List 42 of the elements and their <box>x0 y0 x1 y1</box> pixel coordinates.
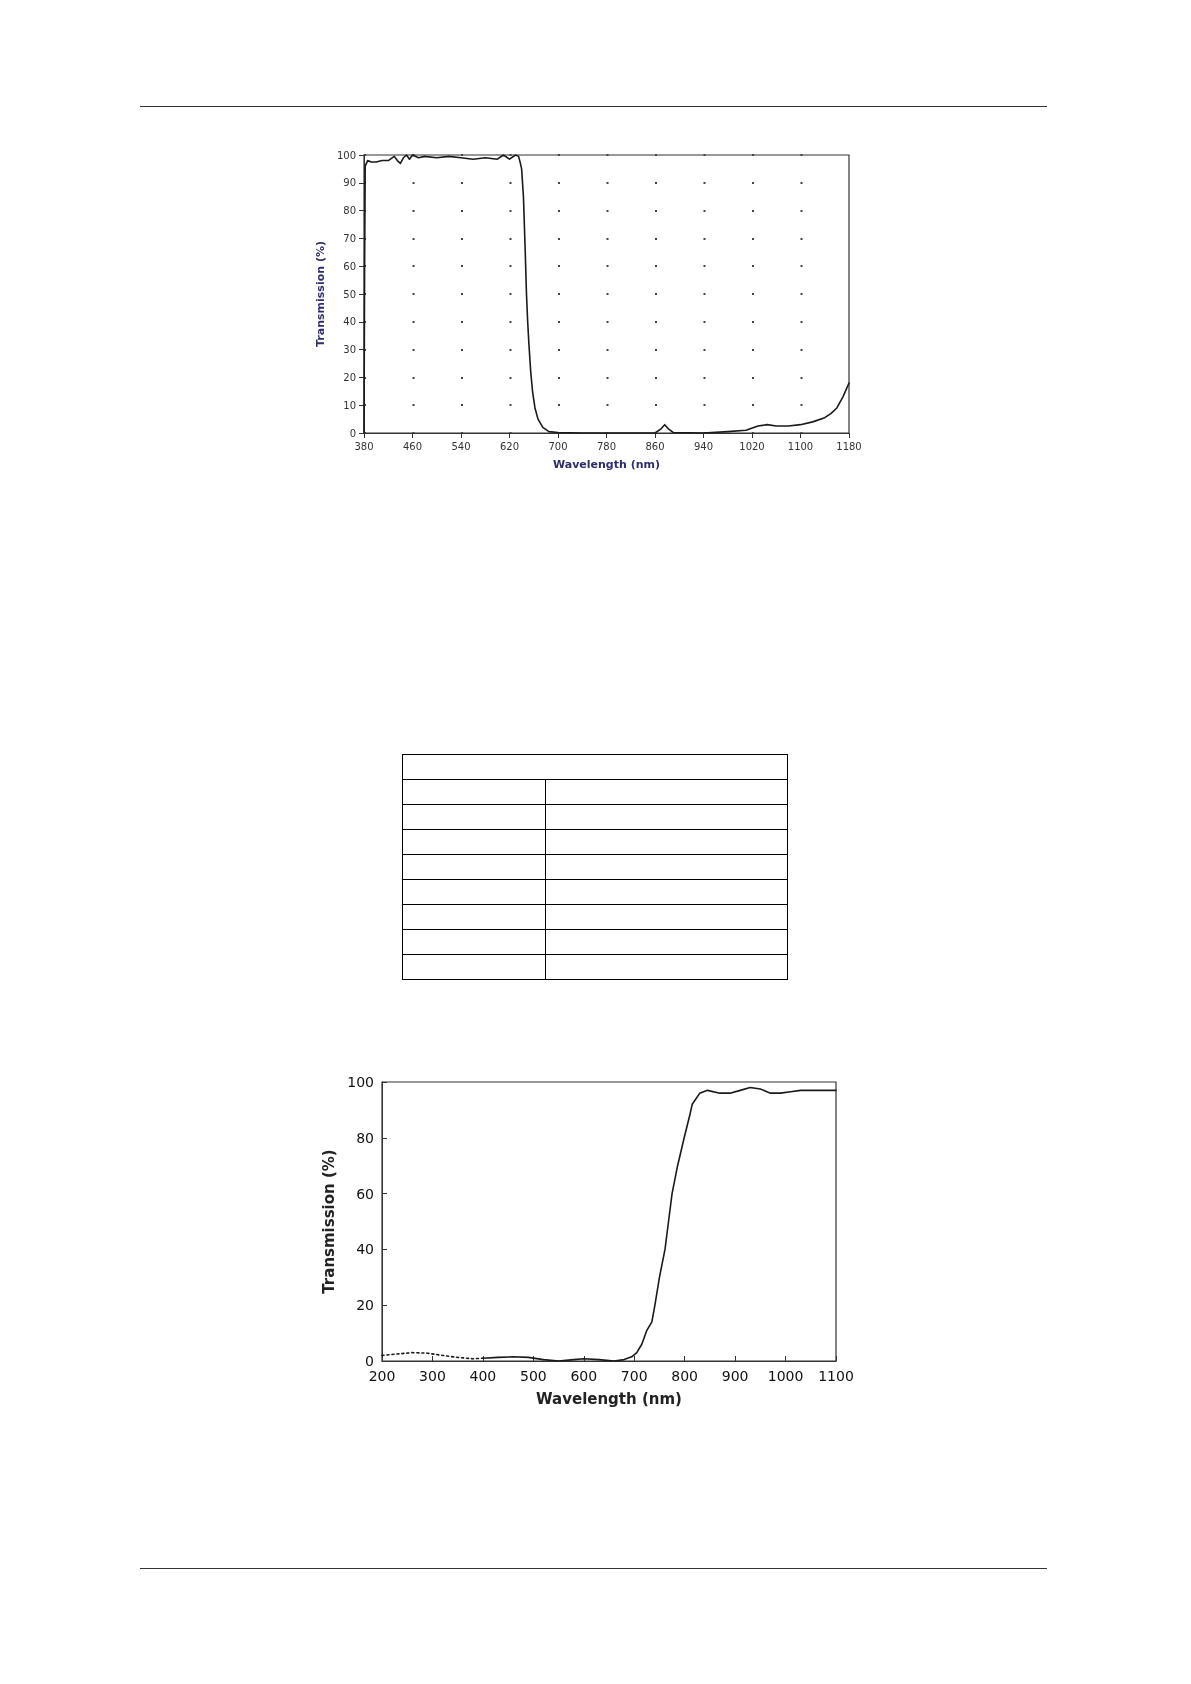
x-tick-label: 1100 <box>818 1368 854 1384</box>
y-tick-label: 40 <box>356 1241 374 1258</box>
y-axis-title: Transmission (%) <box>319 1149 338 1294</box>
x-tick-label: 1000 <box>767 1368 804 1384</box>
x-tick-label: 700 <box>548 440 568 452</box>
x-tick-label: 380 <box>354 440 374 452</box>
x-tick-label: 700 <box>620 1368 648 1384</box>
y-tick-label: 60 <box>356 1185 374 1202</box>
x-tick-label: 500 <box>519 1368 547 1384</box>
x-axis-title: Wavelength (nm) <box>536 1389 682 1408</box>
y-tick-label: 10 <box>343 399 356 411</box>
x-tick-label: 900 <box>721 1368 749 1384</box>
x-tick-label: 400 <box>469 1368 497 1384</box>
x-tick-label: 800 <box>671 1368 699 1384</box>
y-tick-label: 50 <box>343 288 356 300</box>
x-tick-label: 200 <box>368 1368 396 1384</box>
y-tick-label: 70 <box>343 232 356 244</box>
x-axis-title: Wavelength (nm) <box>553 458 660 471</box>
y-tick-label: 80 <box>343 205 356 217</box>
x-tick-label: 940 <box>693 440 714 452</box>
x-tick-label: 780 <box>596 440 617 452</box>
x-tick-label: 460 <box>402 440 423 452</box>
x-tick-label: 1180 <box>836 440 862 452</box>
y-tick-label: 20 <box>343 371 356 383</box>
y-tick-label: 20 <box>356 1297 374 1314</box>
y-tick-label: 0 <box>349 427 356 439</box>
y-tick-label: 0 <box>365 1353 374 1369</box>
x-tick-label: 540 <box>451 440 471 452</box>
y-tick-label: 30 <box>343 344 356 356</box>
x-tick-label: 620 <box>499 440 520 452</box>
x-tick-label: 300 <box>419 1368 446 1384</box>
y-tick-label: 60 <box>343 260 356 272</box>
x-tick-label: 860 <box>645 440 665 452</box>
y-tick-label: 40 <box>343 316 356 328</box>
x-tick-label: 600 <box>570 1368 598 1384</box>
y-tick-label: 80 <box>356 1129 374 1146</box>
y-tick-label: 90 <box>343 177 356 189</box>
x-tick-label: 1100 <box>787 440 814 452</box>
y-tick-label: 100 <box>336 149 356 161</box>
y-axis-title: Transmission (%) <box>314 241 328 347</box>
y-tick-label: 100 <box>347 1074 374 1090</box>
x-tick-label: 1020 <box>739 440 765 452</box>
